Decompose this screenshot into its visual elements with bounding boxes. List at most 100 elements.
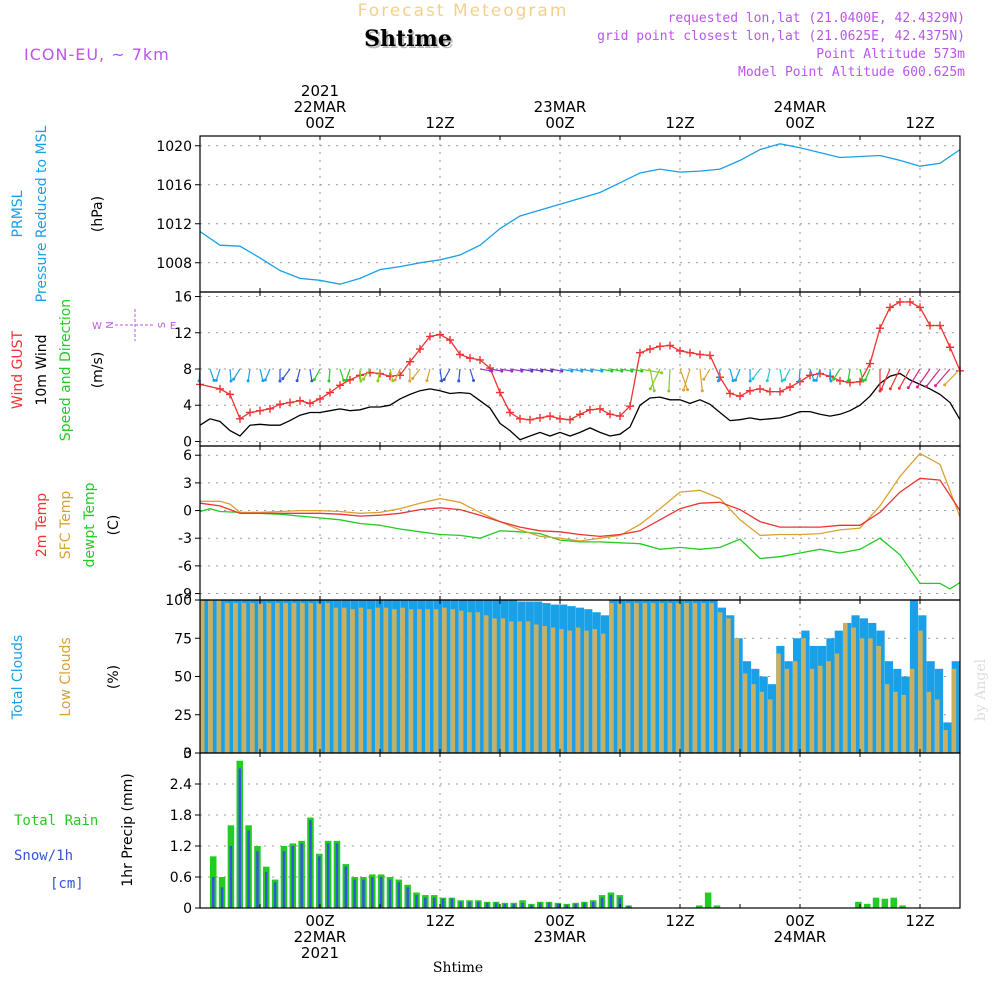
grid-layer: [200, 136, 960, 908]
bottom-time-label: 00Z: [305, 912, 334, 930]
gust-point: [386, 372, 394, 381]
y-tick-label: 1020: [156, 139, 192, 155]
low-cloud-bar: [642, 603, 648, 753]
low-cloud-bar: [726, 618, 731, 753]
snow-bar: [309, 820, 312, 908]
wind-arrow-head: [295, 379, 299, 383]
wind-arrow: [829, 368, 832, 382]
wind-arrow: [489, 368, 502, 372]
wind-arrow: [703, 368, 711, 380]
low-cloud-bar: [283, 603, 289, 753]
gust-point: [636, 348, 644, 357]
wind-arrow-head: [863, 378, 867, 382]
low-cloud-bar: [809, 668, 815, 753]
wind-arrow-head: [408, 379, 412, 383]
y-tick-label: 1.8: [170, 808, 192, 824]
wind-arrow-head: [263, 378, 267, 382]
label-layer: N S W E PRMSL Pressure Reduced to MSL (hPa) Win…: [10, 125, 176, 892]
wind-arrow-head: [716, 379, 720, 383]
wind-arrow: [296, 368, 301, 381]
wind-arrow: [766, 368, 771, 381]
snow-bar: [406, 887, 409, 908]
low-cloud-bar: [909, 668, 915, 753]
low-cloud-bar: [225, 603, 230, 753]
wind-arrow-head: [246, 379, 250, 383]
wind-arrow-head: [734, 378, 738, 382]
low-cloud-bar: [918, 630, 923, 753]
snow-bar: [300, 843, 303, 908]
top-time-label: 22MAR: [294, 98, 347, 116]
low-cloud-bar: [442, 607, 447, 753]
temp-unit-label: (C): [106, 515, 122, 536]
wind-arrow: [259, 368, 264, 381]
wind-arrow-head: [600, 369, 604, 373]
low-cloud-bar: [375, 607, 380, 753]
wind-arrow-head: [682, 388, 686, 392]
wind-arrow: [439, 368, 443, 381]
gust-point: [436, 330, 444, 339]
top-time-label: 24MAR: [774, 98, 827, 116]
low-cloud-bar: [559, 629, 564, 753]
gust-point: [226, 390, 234, 399]
low-cloud-bar: [951, 668, 957, 753]
rain-bar: [704, 892, 712, 908]
gust-point: [756, 384, 764, 393]
y-tick-label: 1008: [156, 256, 192, 272]
snow-bar: [424, 897, 427, 908]
snow-bar: [247, 830, 250, 908]
low-cloud-bar: [458, 610, 464, 753]
gust-point: [406, 357, 414, 366]
low-cloud-bar: [751, 684, 756, 753]
gust-point: [866, 359, 874, 368]
wind-arrow-head: [359, 379, 363, 383]
low-cloud-bar: [350, 609, 355, 753]
wind-arrow: [847, 368, 851, 381]
low-cloud-bar: [408, 609, 414, 753]
wind-arrow-head: [829, 379, 833, 383]
top-time-label: 00Z: [785, 114, 814, 132]
wind-arrow: [734, 368, 741, 381]
low-cloud-bar: [717, 612, 723, 753]
y-tick-label: 0: [183, 434, 192, 450]
gust-point: [446, 336, 454, 345]
snow-bar: [220, 887, 224, 908]
y-tick-label: 4: [183, 398, 192, 414]
wind-arrow: [935, 368, 951, 386]
wind-arrow-head: [500, 369, 504, 373]
series-line-sfc-temp: [200, 452, 961, 542]
wind-arrow: [579, 368, 592, 372]
snow-bar: [600, 897, 604, 908]
low-cloud-bar: [534, 624, 539, 753]
low-cloud-bar: [709, 603, 714, 753]
wind-arrow: [682, 368, 691, 391]
wind-arrow-head: [457, 379, 461, 383]
wind-arrow-head: [640, 369, 644, 373]
wind-arrow: [809, 368, 815, 381]
gust-point: [596, 404, 604, 413]
gust-point: [656, 342, 664, 351]
y-tick-label: 75: [174, 631, 192, 647]
wind-arrow: [559, 368, 572, 372]
bottom-time-label: 00Z: [785, 912, 814, 930]
snow-bar: [212, 877, 215, 908]
wind-arrow-head: [327, 379, 331, 383]
gust-point: [606, 410, 614, 419]
y-tick-label: 0: [183, 901, 192, 917]
wind-arrow: [426, 368, 431, 381]
wind-arrow: [729, 368, 734, 381]
low-cloud-bar: [575, 627, 581, 753]
gust-label: Wind GUST: [10, 330, 26, 409]
gust-point: [586, 405, 594, 414]
wind-arrow-head: [510, 369, 514, 373]
wind-arrow-head: [888, 387, 892, 391]
location-title: Shtime: [364, 26, 452, 52]
wind-arrow: [889, 368, 901, 390]
temp-label: 2m Temp: [34, 493, 50, 557]
snow-bar: [450, 898, 454, 908]
gust-point: [876, 324, 884, 333]
snow-bar: [477, 901, 480, 908]
wind-arrow: [569, 368, 582, 372]
low-cloud-bar: [851, 627, 856, 753]
low-cloud-bar: [818, 665, 823, 753]
low-cloud-bar: [325, 603, 330, 753]
